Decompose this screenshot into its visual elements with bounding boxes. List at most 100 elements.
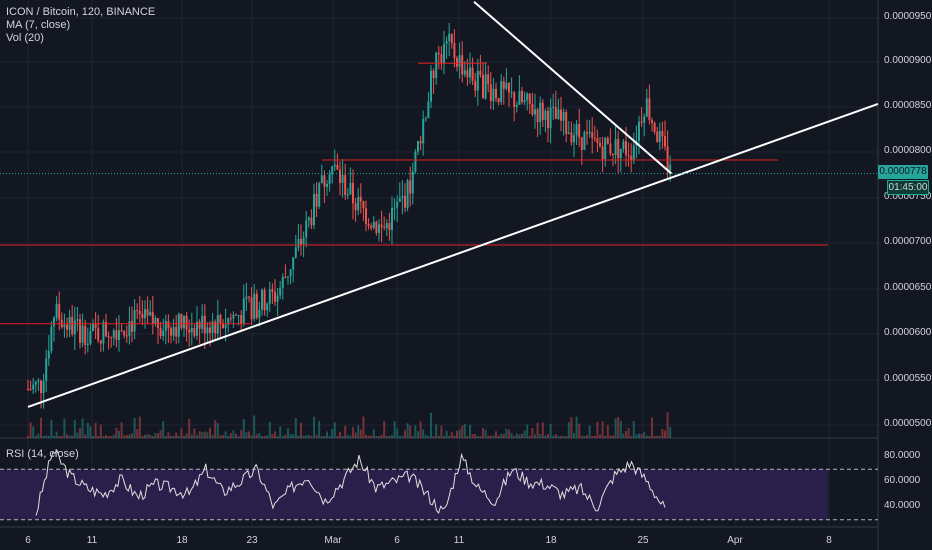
candle [458, 55, 461, 67]
volume-bar [159, 430, 162, 438]
volume-bar [352, 427, 354, 438]
volume-bar [453, 435, 456, 438]
candle [552, 106, 555, 108]
volume-bar [492, 435, 495, 438]
candle [58, 303, 61, 320]
candle [375, 221, 378, 233]
volume-bar [274, 431, 276, 438]
candle [658, 131, 661, 142]
volume-bar [170, 435, 172, 438]
candle [354, 203, 357, 211]
volume-bar [32, 426, 35, 438]
candle [289, 269, 292, 277]
volume-bar [554, 434, 557, 438]
candle [229, 318, 232, 320]
volume-bar [164, 435, 167, 438]
candle [45, 358, 48, 381]
price-tick-label: 0.0000850 [884, 100, 932, 111]
candle [531, 103, 534, 115]
volume-bar [471, 434, 474, 438]
candle [619, 148, 622, 159]
candle [76, 319, 79, 321]
volume-bar [211, 434, 214, 438]
volume-bar [461, 425, 464, 438]
candle [669, 164, 672, 171]
volume-bar [401, 435, 404, 438]
volume-bar [443, 435, 445, 438]
candle [63, 324, 66, 328]
candle [391, 208, 393, 231]
candle [219, 314, 222, 324]
candle [112, 330, 115, 338]
candle [133, 310, 136, 332]
candle [411, 171, 414, 194]
volume-bar [310, 436, 313, 438]
volume-bar [188, 418, 191, 438]
volume-bar [224, 431, 227, 438]
volume-bar [427, 435, 430, 438]
candle [560, 109, 562, 121]
candle [604, 137, 607, 160]
candle [149, 312, 152, 316]
volume-bar [125, 434, 128, 438]
candle [544, 110, 547, 121]
candle [466, 70, 469, 78]
volume-bar [411, 435, 414, 438]
candle [346, 194, 349, 196]
volume-bar [79, 427, 81, 438]
volume-bar [627, 428, 630, 438]
candle [404, 196, 406, 208]
volume-bar [372, 429, 375, 438]
candle [89, 331, 92, 344]
volume-bar [279, 426, 282, 438]
candle [640, 121, 643, 123]
candle [206, 327, 209, 334]
volume-bar [302, 435, 305, 438]
volume-bar [320, 435, 323, 438]
downtrend-line [473, 0, 673, 175]
candle [245, 296, 248, 299]
candle [432, 70, 435, 78]
volume-bar [297, 435, 300, 438]
volume-bar [123, 435, 126, 438]
volume-bar [341, 435, 344, 438]
volume-bar [536, 422, 539, 438]
volume-bar [435, 424, 438, 438]
candle [92, 323, 94, 332]
candle [131, 321, 133, 332]
volume-bar [118, 430, 120, 438]
volume-bar [180, 428, 183, 438]
candle [326, 183, 328, 187]
candle [578, 124, 581, 138]
volume-bar [196, 435, 198, 438]
volume-bar [567, 422, 570, 438]
volume-bar [625, 431, 627, 438]
candle [586, 132, 588, 134]
volume-bar [476, 435, 479, 438]
candle [622, 141, 625, 149]
volume-bar [271, 433, 274, 438]
volume-bar [424, 434, 427, 438]
candle [190, 327, 193, 333]
candle [625, 141, 627, 155]
volume-bar [591, 435, 594, 438]
candle [185, 315, 188, 330]
candle [297, 238, 300, 248]
volume-bar [549, 423, 552, 438]
volume-bar [378, 435, 380, 438]
candle [151, 312, 154, 324]
volume-bar [326, 431, 328, 438]
volume-bar [508, 429, 510, 438]
legend-vol: Vol (20) [6, 32, 44, 44]
volume-bar [245, 432, 248, 438]
candle [276, 295, 279, 302]
volume-bar [344, 425, 347, 438]
volume-bar [354, 432, 357, 438]
candle [575, 124, 578, 136]
volume-bar [661, 428, 664, 438]
volume-bar [120, 422, 123, 438]
volume-bar [50, 419, 53, 438]
candle [154, 318, 157, 324]
candle [393, 207, 396, 209]
